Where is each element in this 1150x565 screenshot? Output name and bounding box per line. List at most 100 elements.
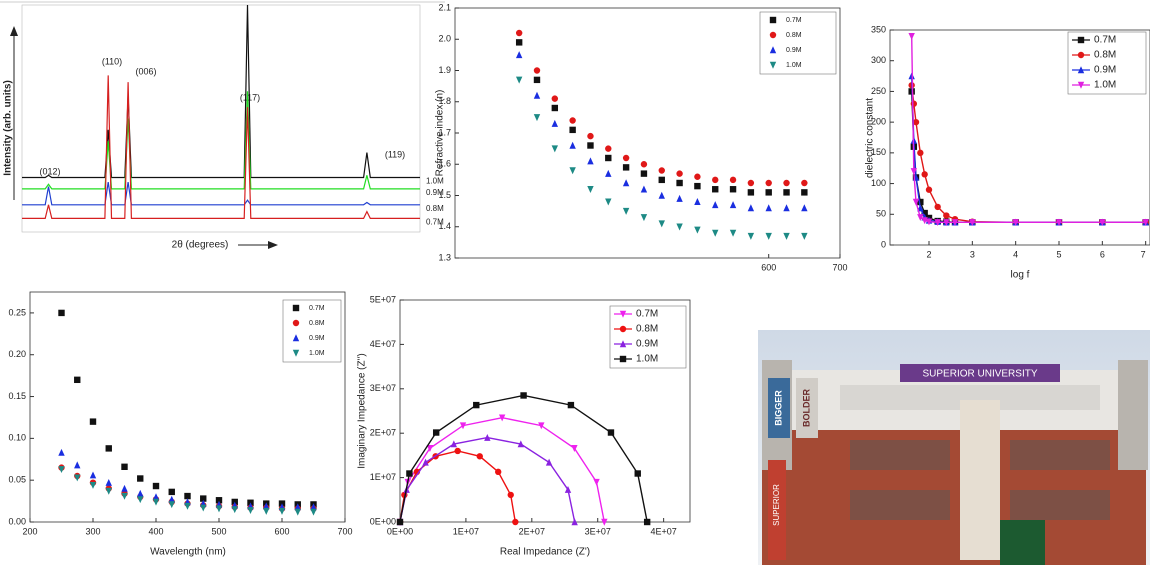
marker (551, 145, 559, 153)
banner (768, 378, 790, 438)
legend-label: 1.0M (1094, 80, 1116, 91)
marker (607, 429, 615, 436)
marker (676, 194, 683, 202)
marker (1012, 219, 1019, 226)
marker (1055, 219, 1063, 226)
series-label: 1.0M (426, 177, 444, 186)
marker (168, 488, 175, 496)
marker (769, 61, 777, 69)
marker (484, 433, 491, 441)
marker (184, 502, 191, 510)
y-label: Intensity (arb. units) (3, 80, 14, 176)
marker (769, 16, 777, 24)
marker (712, 229, 719, 237)
marker (676, 223, 683, 231)
marker (569, 141, 576, 149)
marker (512, 518, 519, 526)
marker (801, 204, 808, 212)
marker (801, 232, 808, 240)
legend-label: 0.9M (309, 335, 325, 342)
marker (406, 470, 413, 477)
marker (605, 154, 612, 162)
marker (783, 179, 790, 187)
marker (605, 145, 612, 152)
legend-label: 1.0M (636, 354, 658, 365)
marker (917, 198, 924, 206)
marker (912, 198, 920, 206)
sign-board (900, 364, 1060, 382)
y-tick-label: 100 (871, 178, 886, 188)
x-tick-label: 4 (1013, 249, 1018, 259)
marker (137, 489, 144, 497)
marker (1077, 81, 1085, 89)
plot-frame (21, 4, 421, 233)
x-tick-label: 200 (22, 526, 37, 536)
marker (1099, 219, 1106, 226)
series-label: 0.9M (426, 188, 444, 197)
marker (422, 458, 429, 466)
legend-label: 0.8M (786, 32, 802, 39)
legend-label: 0.8M (1094, 50, 1116, 61)
marker (640, 170, 648, 177)
marker (121, 492, 128, 500)
peak-label: (110) (102, 56, 122, 66)
marker (215, 505, 223, 513)
series-line (911, 76, 1146, 223)
marker (507, 491, 514, 499)
y-tick-label: 1.9 (438, 65, 451, 75)
marker (137, 475, 144, 482)
marker (294, 508, 301, 516)
x-tick-label: 0E+00 (387, 526, 413, 536)
marker (263, 502, 270, 510)
y-tick-label: 1.5 (438, 190, 451, 200)
x-tick-label: 5 (1056, 249, 1061, 259)
x-tick-label: 2E+07 (519, 526, 545, 536)
legend-label: 0.8M (636, 324, 658, 335)
marker (515, 29, 523, 37)
marker (292, 319, 300, 327)
marker (712, 186, 719, 193)
marker (587, 142, 594, 149)
marker (89, 482, 97, 489)
marker (934, 203, 941, 211)
marker (765, 204, 772, 212)
x-tick-label: 600 (274, 526, 289, 536)
marker (769, 46, 777, 54)
marker (747, 232, 755, 240)
marker (58, 309, 65, 317)
marker (619, 355, 627, 363)
series-line (22, 182, 420, 206)
marker (459, 422, 467, 430)
plot-frame (29, 291, 346, 523)
marker (200, 504, 207, 512)
x-tick-label: 500 (211, 526, 226, 536)
marker (1142, 219, 1149, 226)
marker (640, 161, 648, 168)
marker (917, 214, 924, 222)
plot-frame (399, 299, 691, 523)
marker (533, 91, 541, 99)
marker (105, 445, 112, 452)
marker (396, 518, 404, 526)
peak-label: (012) (39, 166, 60, 176)
marker (520, 392, 527, 399)
series-line (22, 91, 420, 190)
x-label: Real Impedance (Z') (500, 547, 590, 558)
marker (658, 220, 665, 228)
marker (569, 126, 576, 134)
y-tick-label: 1E+07 (370, 472, 396, 482)
legend-label: 0.8M (309, 320, 325, 327)
banner-text: BIGGER (773, 390, 783, 426)
marker (925, 186, 933, 193)
marker (712, 176, 719, 184)
x-tick-label: 4E+07 (650, 526, 676, 536)
marker (921, 209, 928, 217)
y-tick-label: 0.05 (8, 475, 26, 485)
marker (912, 118, 920, 126)
y-tick-label: 50 (876, 209, 886, 219)
x-tick-label: 1E+07 (453, 526, 479, 536)
y-tick-label: 350 (871, 24, 886, 34)
marker (247, 507, 254, 514)
marker (658, 176, 665, 184)
